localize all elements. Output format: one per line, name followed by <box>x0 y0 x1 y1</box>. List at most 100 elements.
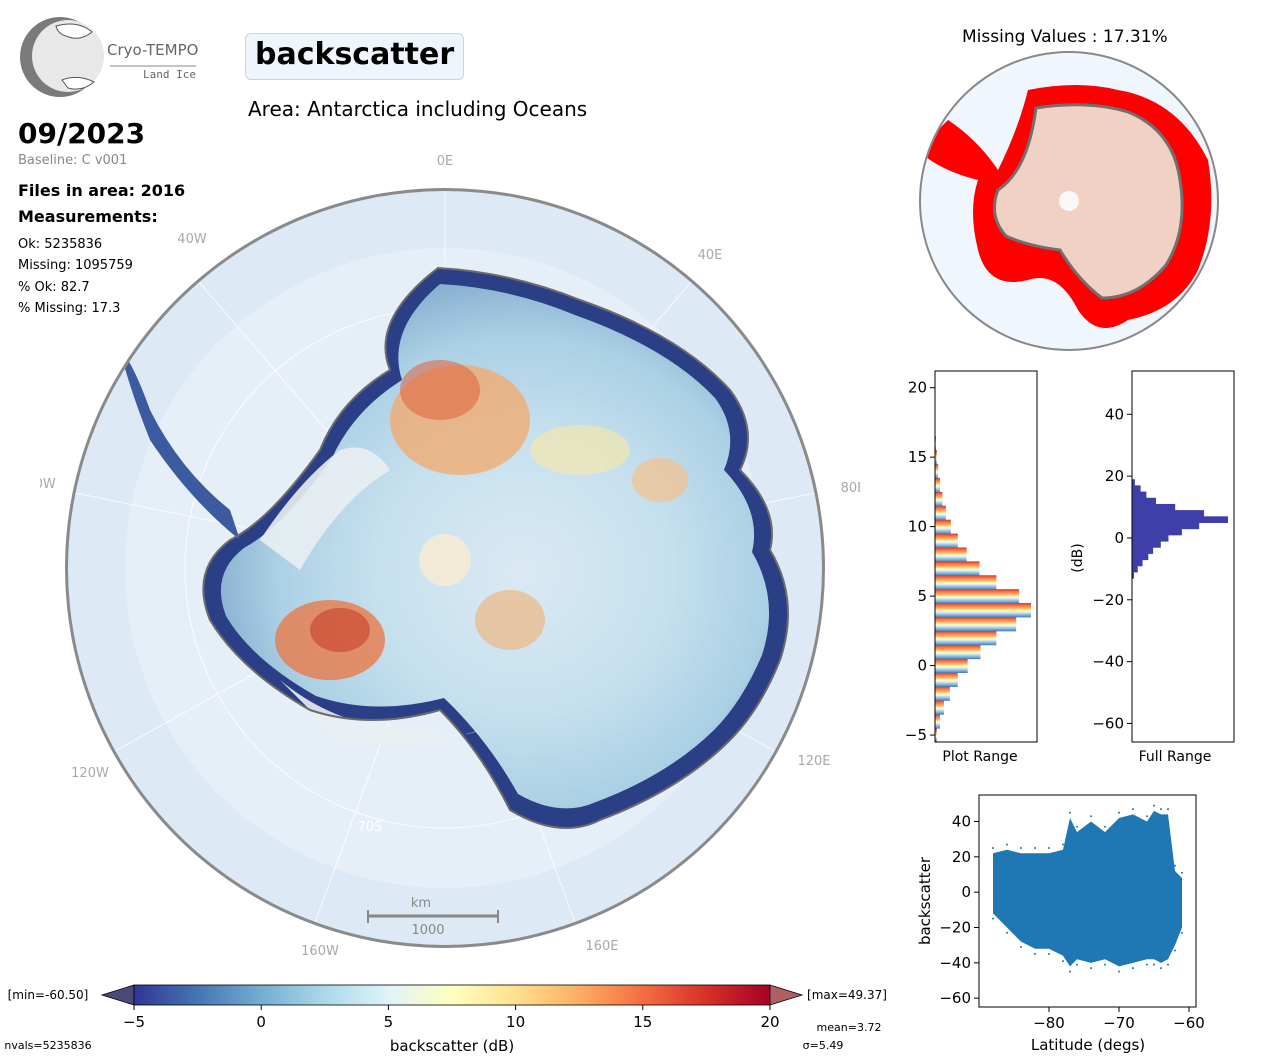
scatter-point <box>1048 847 1050 849</box>
plot-range-bar <box>935 519 951 535</box>
plot-range-ytick-label: 15 <box>908 448 927 466</box>
grid-label-120e: 120E <box>797 754 830 769</box>
scatter-point <box>1006 843 1008 846</box>
grid-label-40e: 40E <box>698 248 723 263</box>
scatter-point <box>1034 847 1036 849</box>
plot-range-frame <box>934 370 1038 743</box>
scatter-point <box>1104 825 1106 828</box>
full-range-bar <box>1132 534 1169 542</box>
scatter-point <box>1153 963 1155 966</box>
colorbar-label: backscatter (dB) <box>390 1037 514 1055</box>
full-range-ytick-label: −40 <box>1092 653 1124 671</box>
grid-label-70s: 70S <box>358 820 383 835</box>
scatter-point <box>1076 825 1078 828</box>
colorbar-min-extend <box>100 984 135 1006</box>
scatter-point <box>1034 953 1036 955</box>
scatter-point <box>1048 953 1050 955</box>
scatter-point <box>1160 967 1162 970</box>
scatter-point <box>1146 815 1148 818</box>
scale-bar-unit: km <box>411 896 431 911</box>
full-range-bar <box>1132 547 1154 554</box>
colorbar-nvals: nvals=5235836 <box>4 1039 91 1052</box>
scatter-ytick-label: −60 <box>939 989 971 1007</box>
grid-label-160w: 160W <box>301 944 339 959</box>
colorbar-mean: mean=3.72 <box>817 1021 882 1034</box>
antarctica-data <box>120 266 789 829</box>
full-range-bar <box>1132 516 1228 523</box>
full-range-ytick-label: −20 <box>1092 591 1124 609</box>
colorbar-max-label: [max=49.37] <box>807 988 887 1002</box>
plot-range-bar <box>935 728 937 743</box>
full-range-frame <box>1131 370 1235 743</box>
colorbar-gradient <box>133 984 771 1006</box>
plot-range-bar <box>935 533 958 548</box>
scatter-point <box>992 917 994 920</box>
scatter-point <box>1118 811 1120 814</box>
full-range-ytick-label: 40 <box>1105 405 1124 423</box>
full-range-bar <box>1132 485 1141 493</box>
plot-range-bar <box>935 658 968 674</box>
plot-range-bar <box>935 477 940 493</box>
scatter-ylabel: backscatter <box>916 856 934 945</box>
scatter-ytick-label: −40 <box>939 954 971 972</box>
scatter-point <box>1118 970 1120 973</box>
full-range-bar <box>1132 528 1182 536</box>
grid-label-120w: 120W <box>71 766 109 781</box>
scatter-point <box>1167 808 1169 811</box>
logo-subtitle: Land Ice <box>143 68 196 81</box>
colorbar: −5 0 5 10 15 20 [min=-60.50] [max=49.37] back… <box>4 984 887 1055</box>
pct-ok: % Ok: 82.7 <box>18 280 90 295</box>
scatter-point <box>1132 808 1134 811</box>
grid-label-40w: 40W <box>177 232 207 247</box>
colorbar-tick-label: 15 <box>633 1013 652 1031</box>
scatter-point <box>1076 963 1078 966</box>
scatter-point <box>1174 864 1176 867</box>
colorbar-tick-label: −5 <box>123 1013 145 1031</box>
main-map: 0E 40E 80E 120E 160E 40W 80W 120W 160W 7… <box>40 154 860 959</box>
scatter-point <box>1167 963 1169 966</box>
plot-range-bar <box>935 575 997 590</box>
scatter-point <box>1181 871 1183 874</box>
plot-range-bar <box>935 491 943 507</box>
page-title: backscatter <box>245 33 465 80</box>
plot-range-bar <box>935 561 980 576</box>
plot-range-bar <box>935 464 939 479</box>
scatter-point <box>1132 967 1134 970</box>
full-range-bar <box>1132 503 1176 511</box>
missing-count: Missing: 1095759 <box>18 258 133 273</box>
logo-name: Cryo-TEMPO <box>107 41 199 59</box>
plot-range-bar <box>935 700 944 715</box>
scale-bar-value: 1000 <box>411 923 444 938</box>
pole-hole <box>419 534 471 586</box>
colorbar-max-extend <box>769 984 804 1006</box>
pct-missing: % Missing: 17.3 <box>18 301 121 316</box>
scatter-ytick-label: 0 <box>961 883 971 901</box>
scatter-point <box>1181 931 1183 934</box>
grid-label-80e: 80E <box>841 481 860 496</box>
scatter-xtick-label: −70 <box>1103 1014 1135 1032</box>
scatter-point <box>1020 945 1022 948</box>
scatter-point <box>1153 804 1155 807</box>
plot-range-histogram: −5 0 5 10 15 20 Plot Range <box>905 370 1038 765</box>
colorbar-tick-label: 10 <box>506 1013 525 1031</box>
files-label: Files in area: 2016 <box>18 181 186 200</box>
scatter-ytick-label: 40 <box>952 813 971 831</box>
full-range-bar <box>1132 522 1200 530</box>
full-range-xlabel: Full Range <box>1139 749 1212 765</box>
full-range-bar <box>1132 565 1138 573</box>
full-range-ytick-label: 0 <box>1114 529 1124 547</box>
full-range-bar <box>1132 553 1149 561</box>
colorbar-tick-label: 0 <box>256 1013 266 1031</box>
scatter-point <box>1090 815 1092 818</box>
full-range-ytick-label: −60 <box>1092 714 1124 732</box>
colorbar-tick-label: 20 <box>760 1013 779 1031</box>
scatter-point <box>1160 808 1162 811</box>
plot-range-bar <box>935 547 967 562</box>
full-range-bar <box>1132 559 1143 567</box>
plot-range-bar <box>935 686 950 701</box>
scatter-point <box>1069 811 1071 814</box>
plot-range-ytick-label: −5 <box>905 726 927 744</box>
scatter-point <box>1174 949 1176 952</box>
plot-range-ytick-label: 10 <box>908 518 927 536</box>
scatter-point <box>1104 963 1106 966</box>
